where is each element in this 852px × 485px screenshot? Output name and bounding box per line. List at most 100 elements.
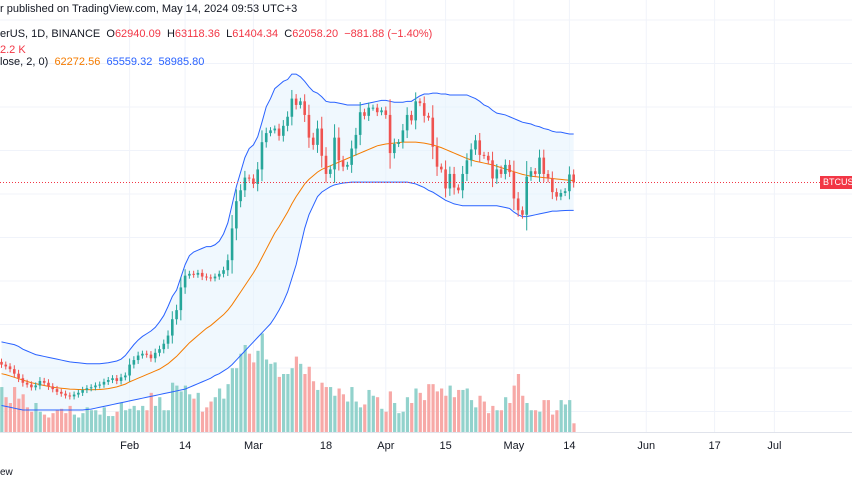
volume-bar — [410, 403, 414, 432]
candle-body — [452, 173, 456, 188]
volume-bar — [260, 333, 264, 432]
volume-bar — [145, 410, 149, 432]
volume-bar — [158, 397, 162, 432]
volume-bar — [81, 413, 85, 432]
volume-bar — [320, 382, 324, 432]
ohlc-legend: erUS, 1D, BINANCE O62940.09 H63118.36 L6… — [0, 28, 432, 40]
volume-bar — [42, 414, 47, 432]
candle-body — [568, 174, 571, 192]
volume-bar — [205, 407, 209, 432]
volume-bar — [77, 417, 81, 432]
candle-body — [98, 384, 102, 386]
volume-bar — [256, 350, 260, 432]
candle-body — [422, 103, 426, 116]
candle-body — [153, 352, 157, 359]
volume-legend: 2.2 K — [0, 44, 26, 56]
candle-body — [42, 380, 46, 383]
volume-bar — [516, 374, 521, 432]
candle-body — [64, 393, 67, 396]
bollinger-basis-line — [1, 141, 574, 391]
candle-body — [375, 107, 379, 113]
volume-bar — [119, 403, 123, 432]
volume-bar — [21, 394, 25, 432]
volume-value: 2.2 K — [0, 44, 26, 56]
volume-bar — [418, 392, 422, 432]
volume-bar — [546, 400, 550, 432]
volume-bar — [128, 408, 132, 432]
volume-bar — [290, 368, 294, 432]
volume-bar — [448, 385, 452, 432]
volume-bars — [0, 333, 576, 432]
candle-body — [525, 176, 529, 215]
candle-body — [230, 228, 234, 261]
candle-body — [367, 107, 371, 116]
candle-body — [448, 173, 452, 189]
candle-body — [51, 386, 55, 390]
bollinger-lower-value: 58985.80 — [158, 56, 205, 68]
candle-body — [350, 148, 353, 165]
volume-bar — [354, 401, 358, 432]
volume-bar — [68, 405, 72, 432]
candle-body — [132, 360, 136, 365]
candle-body — [346, 164, 349, 167]
candle-body — [124, 375, 127, 378]
volume-bar — [486, 413, 491, 432]
volume-bar — [85, 407, 89, 432]
candle-body — [457, 187, 460, 191]
volume-bar — [72, 414, 76, 432]
volume-bar — [243, 345, 247, 432]
candle-body — [307, 114, 311, 138]
volume-bar — [175, 385, 179, 432]
candle-body — [89, 387, 93, 389]
candle-body — [444, 169, 447, 189]
candle-body — [363, 112, 366, 116]
volume-bar — [183, 385, 188, 432]
volume-bar — [384, 411, 388, 432]
volume-bar — [188, 394, 192, 432]
candle-body — [282, 125, 285, 136]
candle-body — [440, 166, 443, 170]
volume-bar — [337, 388, 341, 432]
candle-body — [145, 353, 148, 355]
bollinger-lower-line — [1, 181, 574, 411]
candle-body — [333, 137, 336, 170]
volume-bar — [397, 413, 401, 432]
candle-body — [405, 114, 409, 131]
candle-body — [303, 101, 306, 115]
volume-bar — [542, 400, 546, 432]
bollinger-params[interactable]: lose, 2, 0) — [0, 56, 49, 68]
candle-body — [21, 378, 25, 383]
candle-body — [115, 378, 119, 381]
volume-bar — [196, 392, 200, 432]
candle-body — [414, 101, 417, 121]
candle-body — [0, 361, 3, 365]
candle-body — [533, 171, 537, 174]
bollinger-upper-value: 65559.32 — [106, 56, 153, 68]
close-label: C — [284, 28, 293, 40]
candle-body — [119, 377, 123, 381]
candle-body — [410, 114, 413, 121]
candle-body — [8, 366, 12, 370]
candle-body — [512, 172, 516, 199]
volume-bar — [572, 423, 576, 432]
candle-body — [431, 117, 435, 147]
x-tick-label: 14 — [178, 440, 192, 452]
volume-bar — [508, 403, 512, 432]
volume-bar — [440, 388, 444, 432]
symbol-info[interactable]: erUS, 1D, BINANCE — [0, 28, 101, 40]
x-tick-label: Apr — [377, 440, 395, 452]
volume-bar — [13, 387, 17, 432]
candle-body — [200, 272, 204, 277]
x-tick-label: May — [503, 440, 525, 452]
volume-bar — [59, 408, 64, 432]
volume-bar — [217, 388, 222, 432]
volume-bar — [102, 407, 106, 432]
x-tick-label: Mar — [243, 440, 263, 452]
volume-bar — [521, 395, 525, 432]
volume-bar — [30, 411, 34, 432]
candle-body — [320, 128, 324, 156]
volume-bar — [192, 398, 196, 432]
volume-bar — [111, 416, 115, 432]
candle-body — [166, 335, 170, 344]
